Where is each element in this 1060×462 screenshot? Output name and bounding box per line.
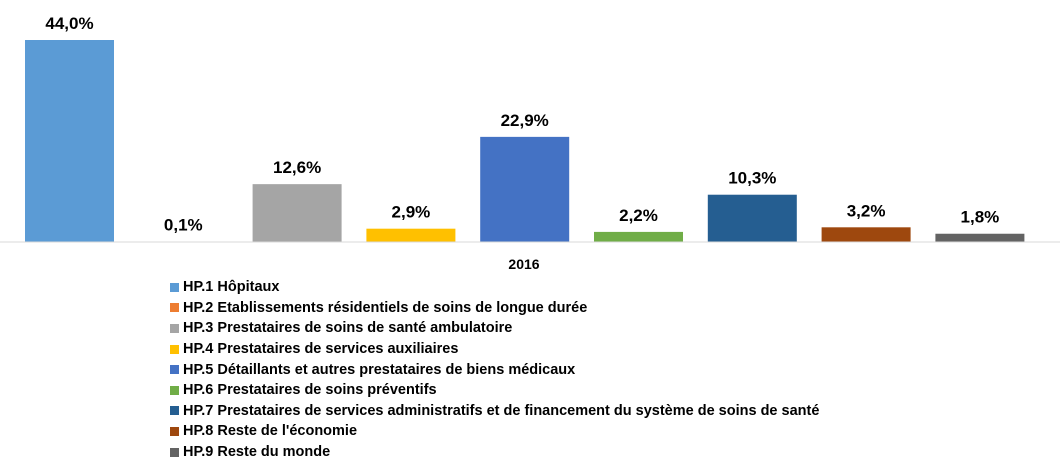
legend-label: HP.2 Etablissements résidentiels de soin… xyxy=(183,300,587,316)
legend-item-hp1: HP.1 Hôpitaux xyxy=(170,277,819,298)
legend-swatch xyxy=(170,427,179,436)
legend-swatch xyxy=(170,386,179,395)
legend-item-hp8: HP.8 Reste de l'économie xyxy=(170,421,819,442)
bar-hp8 xyxy=(822,227,911,242)
legend: HP.1 Hôpitaux HP.2 Etablissements résiden… xyxy=(170,277,819,462)
legend-item-hp4: HP.4 Prestataires de services auxiliaire… xyxy=(170,339,819,360)
data-label-hp7: 10,3% xyxy=(728,169,776,188)
legend-label: HP.9 Reste du monde xyxy=(183,444,330,460)
legend-item-hp5: HP.5 Détaillants et autres prestataires … xyxy=(170,359,819,380)
bar-hp9 xyxy=(935,234,1024,242)
legend-swatch xyxy=(170,303,179,312)
legend-swatch xyxy=(170,283,179,292)
legend-item-hp3: HP.3 Prestataires de soins de santé ambu… xyxy=(170,318,819,339)
data-label-hp6: 2,2% xyxy=(619,206,658,225)
bar-hp5 xyxy=(480,137,569,242)
legend-item-hp7: HP.7 Prestataires de services administra… xyxy=(170,401,819,422)
legend-item-hp9: HP.9 Reste du monde xyxy=(170,442,819,462)
data-label-hp5: 22,9% xyxy=(501,111,549,130)
legend-label: HP.5 Détaillants et autres prestataires … xyxy=(183,362,575,378)
data-label-hp3: 12,6% xyxy=(273,158,321,177)
bar-hp6 xyxy=(594,232,683,242)
legend-item-hp6: HP.6 Prestataires de soins préventifs xyxy=(170,380,819,401)
legend-label: HP.6 Prestataires de soins préventifs xyxy=(183,382,437,398)
data-label-hp2: 0,1% xyxy=(164,216,203,235)
legend-label: HP.1 Hôpitaux xyxy=(183,279,279,295)
legend-label: HP.8 Reste de l'économie xyxy=(183,423,357,439)
data-label-hp9: 1,8% xyxy=(961,208,1000,227)
data-label-hp1: 44,0% xyxy=(45,14,93,33)
legend-swatch xyxy=(170,448,179,457)
bar-hp4 xyxy=(366,229,455,242)
legend-swatch xyxy=(170,406,179,415)
legend-swatch xyxy=(170,324,179,333)
bar-hp1 xyxy=(25,40,114,242)
legend-item-hp2: HP.2 Etablissements résidentiels de soin… xyxy=(170,298,819,319)
bar-hp7 xyxy=(708,195,797,242)
legend-swatch xyxy=(170,365,179,374)
bar-chart: 44,0% 0,1% 12,6% 2,9% 22,9% 2,2% 10,3% 3,2% 1,8%… xyxy=(0,0,1060,275)
legend-label: HP.3 Prestataires de soins de santé ambu… xyxy=(183,320,512,336)
data-label-hp8: 3,2% xyxy=(847,201,886,220)
legend-label: HP.4 Prestataires de services auxiliaire… xyxy=(183,341,458,357)
legend-label: HP.7 Prestataires de services administra… xyxy=(183,403,819,419)
legend-swatch xyxy=(170,345,179,354)
category-label: 2016 xyxy=(508,256,539,272)
data-label-hp4: 2,9% xyxy=(392,203,431,222)
bar-hp3 xyxy=(253,184,342,242)
